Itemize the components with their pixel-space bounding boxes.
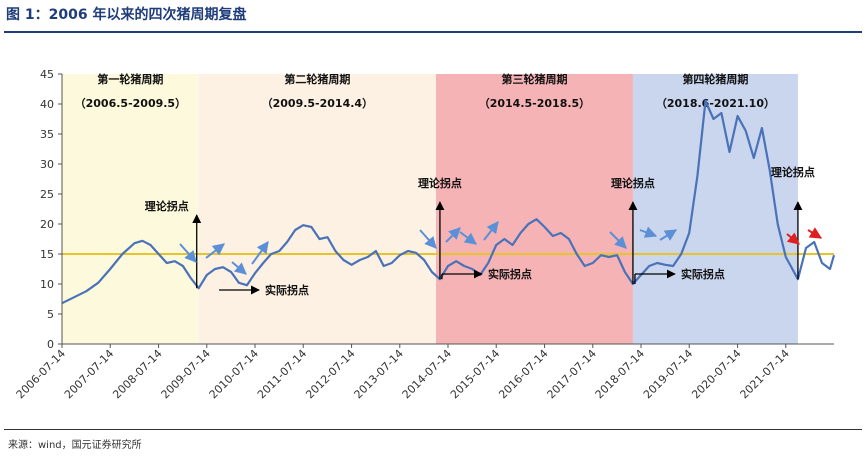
trend-arrow-6 bbox=[445, 227, 461, 243]
y-tick-label: 25 bbox=[40, 188, 54, 201]
cycle-region-1 bbox=[62, 74, 199, 344]
cycle-region-period-2: （2009.5-2014.4） bbox=[262, 97, 373, 110]
cycle-region-label-4: 第四轮猪周期 bbox=[682, 72, 748, 86]
cycle-region-label-3: 第三轮猪周期 bbox=[501, 72, 567, 86]
figure-title: 图 1：2006 年以来的四次猪周期复盘 bbox=[6, 7, 247, 23]
chart: 第一轮猪周期 （2006.5-2009.5） 第二轮猪周期 （2009.5-2014.… bbox=[14, 68, 836, 401]
actual-turning-label-3: 实际拐点 bbox=[681, 267, 725, 281]
trend-arrow-11 bbox=[659, 229, 678, 241]
red-arrow-1 bbox=[786, 232, 800, 245]
cycle-region-period-4: （2018.6-2021.10） bbox=[656, 97, 775, 110]
theory-turning-label-1: 理论拐点 bbox=[145, 199, 189, 213]
x-tick-label: 2006-07-14 bbox=[14, 347, 68, 401]
x-tick-label: 2013-07-14 bbox=[352, 347, 406, 401]
x-tick-label: 2020-07-14 bbox=[689, 347, 743, 401]
theory-turning-label-2: 理论拐点 bbox=[418, 176, 462, 190]
y-tick-label: 15 bbox=[40, 248, 54, 261]
x-tick-label: 2018-07-14 bbox=[593, 347, 647, 401]
trend-arrow-7 bbox=[459, 231, 477, 245]
cycle-region-3 bbox=[435, 74, 633, 344]
y-tick-label: 0 bbox=[47, 338, 54, 351]
red-arrow-2 bbox=[807, 227, 823, 239]
x-tick-label: 2021-07-14 bbox=[738, 347, 792, 401]
footer-rule bbox=[4, 429, 862, 430]
x-tick-label: 2008-07-14 bbox=[110, 347, 164, 401]
cycle-region-labels: 第一轮猪周期 （2006.5-2009.5） 第二轮猪周期 （2009.5-2014.… bbox=[75, 72, 775, 110]
cycle-region-label-2: 第二轮猪周期 bbox=[284, 72, 350, 86]
y-tick-label: 5 bbox=[47, 308, 54, 321]
x-tick-label: 2009-07-14 bbox=[159, 347, 213, 401]
x-tick-label: 2007-07-14 bbox=[62, 347, 116, 401]
x-tick-label: 2014-07-14 bbox=[400, 347, 454, 401]
trend-arrow-1 bbox=[179, 243, 197, 263]
cycle-region-4 bbox=[632, 74, 798, 344]
y-tick-label: 10 bbox=[40, 278, 54, 291]
y-tick-label: 20 bbox=[40, 218, 54, 231]
y-tick-label: 40 bbox=[40, 98, 54, 111]
trend-arrow-8 bbox=[483, 221, 499, 241]
x-tick-label: 2019-07-14 bbox=[641, 347, 695, 401]
cycle-region-period-1: （2006.5-2009.5） bbox=[75, 97, 186, 110]
cycle-region-label-1: 第一轮猪周期 bbox=[97, 72, 163, 86]
x-tick-label: 2011-07-14 bbox=[255, 347, 309, 401]
x-tick-label: 2015-07-14 bbox=[448, 347, 502, 401]
theory-turning-label-3: 理论拐点 bbox=[611, 176, 655, 190]
trend-arrow-5 bbox=[419, 229, 437, 249]
series-group bbox=[61, 99, 836, 305]
title-rule bbox=[4, 31, 862, 33]
y-tick-label: 30 bbox=[40, 158, 54, 171]
trend-arrow-10 bbox=[639, 226, 658, 238]
source-note: 来源：wind，国元证券研究所 bbox=[8, 440, 142, 451]
x-tick-label: 2012-07-14 bbox=[303, 347, 357, 401]
trend-arrow-9 bbox=[609, 231, 627, 249]
x-tick-label: 2017-07-14 bbox=[545, 347, 599, 401]
cycle-region-2 bbox=[198, 74, 436, 344]
trend-arrow-4 bbox=[251, 241, 269, 265]
actual-turning-label-2: 实际拐点 bbox=[488, 267, 532, 281]
x-tick-label: 2010-07-14 bbox=[207, 347, 261, 401]
x-tick-label: 2016-07-14 bbox=[496, 347, 550, 401]
cycle-region-period-3: （2014.5-2018.5） bbox=[479, 97, 590, 110]
theory-turning-label-4: 理论拐点 bbox=[771, 165, 815, 179]
trend-arrow-2 bbox=[205, 243, 225, 259]
series-line-1 bbox=[61, 99, 836, 305]
actual-turning-label-1: 实际拐点 bbox=[265, 283, 309, 297]
cycle-regions bbox=[62, 74, 798, 344]
y-tick-label: 35 bbox=[40, 128, 54, 141]
trend-arrow-3 bbox=[231, 261, 247, 275]
y-tick-label: 45 bbox=[40, 68, 54, 81]
